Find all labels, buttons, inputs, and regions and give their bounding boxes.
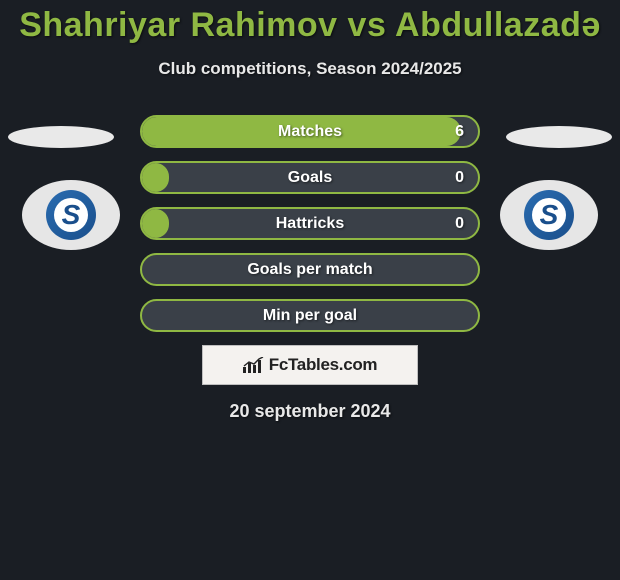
stat-value: 6 — [455, 123, 464, 141]
watermark-text: FcTables.com — [269, 355, 378, 375]
club-badge-ring: S — [22, 180, 120, 250]
stat-label: Goals per match — [142, 261, 478, 279]
comparison-title: Shahriyar Rahimov vs Abdullazadə — [0, 0, 620, 45]
snapshot-date: 20 september 2024 — [0, 401, 620, 422]
club-badge-letter: S — [532, 198, 566, 232]
stat-label: Min per goal — [142, 307, 478, 325]
stat-row-min-per-goal: Min per goal — [140, 299, 480, 332]
watermark: FcTables.com — [202, 345, 418, 385]
player-left-token — [8, 126, 114, 148]
stat-label: Hattricks — [142, 215, 478, 233]
player-right-token — [506, 126, 612, 148]
stat-value: 0 — [455, 169, 464, 187]
bar-chart-icon — [243, 357, 265, 373]
stat-row-matches: Matches 6 — [140, 115, 480, 148]
club-badge-left: S — [22, 180, 120, 250]
stat-row-goals-per-match: Goals per match — [140, 253, 480, 286]
club-badge-right: S — [500, 180, 598, 250]
stat-value: 0 — [455, 215, 464, 233]
stats-container: Matches 6 Goals 0 Hattricks 0 Goals per … — [140, 115, 480, 332]
stat-label: Matches — [142, 123, 478, 141]
stat-label: Goals — [142, 169, 478, 187]
club-badge-inner: S — [46, 190, 96, 240]
stat-row-goals: Goals 0 — [140, 161, 480, 194]
club-badge-letter: S — [54, 198, 88, 232]
club-badge-ring: S — [500, 180, 598, 250]
comparison-subtitle: Club competitions, Season 2024/2025 — [0, 59, 620, 79]
club-badge-inner: S — [524, 190, 574, 240]
stat-row-hattricks: Hattricks 0 — [140, 207, 480, 240]
